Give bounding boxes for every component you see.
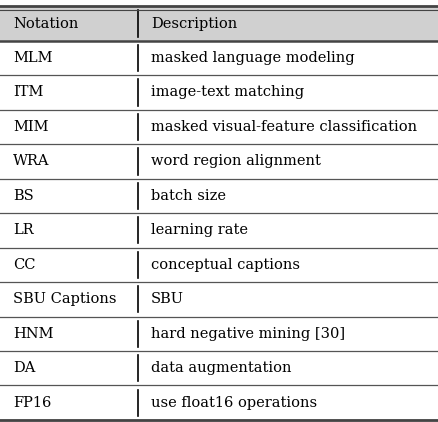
Text: Notation: Notation: [13, 16, 78, 30]
Text: SBU Captions: SBU Captions: [13, 292, 117, 306]
Text: data augmentation: data augmentation: [151, 361, 292, 375]
Text: MIM: MIM: [13, 120, 49, 134]
Text: LR: LR: [13, 223, 34, 237]
Text: image-text matching: image-text matching: [151, 86, 304, 100]
Text: MLM: MLM: [13, 51, 53, 65]
Text: word region alignment: word region alignment: [151, 154, 321, 168]
Text: ITM: ITM: [13, 86, 43, 100]
Text: BS: BS: [13, 189, 34, 203]
Text: hard negative mining [30]: hard negative mining [30]: [151, 327, 345, 341]
Text: WRA: WRA: [13, 154, 49, 168]
Text: Description: Description: [151, 16, 237, 30]
Text: masked visual-feature classification: masked visual-feature classification: [151, 120, 417, 134]
Text: learning rate: learning rate: [151, 223, 248, 237]
Text: masked language modeling: masked language modeling: [151, 51, 355, 65]
Text: FP16: FP16: [13, 396, 52, 410]
Text: use float16 operations: use float16 operations: [151, 396, 317, 410]
Bar: [0, 6, 438, 41]
Text: SBU: SBU: [151, 292, 184, 306]
Text: batch size: batch size: [151, 189, 226, 203]
Text: CC: CC: [13, 258, 35, 272]
Text: conceptual captions: conceptual captions: [151, 258, 300, 272]
Text: HNM: HNM: [13, 327, 53, 341]
Text: DA: DA: [13, 361, 35, 375]
